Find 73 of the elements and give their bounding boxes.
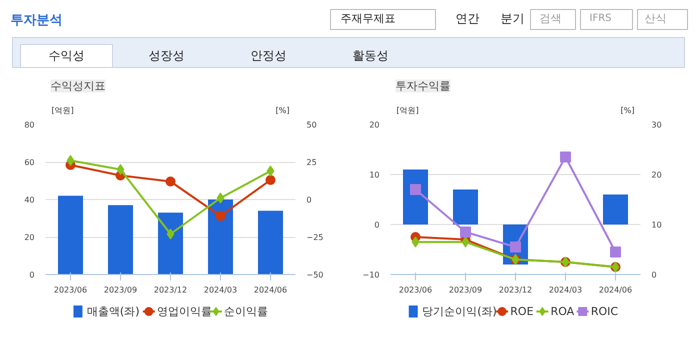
text: 투자분석 <box>10 13 62 28</box>
bar <box>58 196 83 274</box>
point <box>216 192 224 204</box>
legend-label: 매출액(좌) <box>86 305 140 318</box>
bar <box>453 190 478 224</box>
x-tick-label: 2024/06 <box>598 286 632 294</box>
x-tick-label: 2023/06 <box>398 286 432 294</box>
text: 분기 <box>500 12 524 26</box>
y-tick-label: 0 <box>29 270 35 280</box>
point <box>166 176 176 186</box>
y-tick-label: 10 <box>369 170 380 180</box>
text: 산식 <box>644 12 666 25</box>
y2-tick-label: 50 <box>306 120 317 130</box>
x-tick-label: 2024/06 <box>254 286 288 294</box>
y2-tick-label: 0 <box>652 270 657 280</box>
text: 검색 <box>540 12 562 25</box>
bar <box>258 210 283 274</box>
y-tick-label: 60 <box>24 158 35 167</box>
point <box>610 246 621 258</box>
y-tick-label: −10 <box>362 270 380 280</box>
x-tick-label: 2024/03 <box>204 286 238 294</box>
y-tick-label: 20 <box>24 233 35 242</box>
text: IFRS <box>590 13 612 24</box>
legend-label: 당기순이익(좌) <box>422 305 497 318</box>
y2-tick-label: −25 <box>306 233 324 242</box>
point <box>462 236 470 248</box>
y2-tick-label: 20 <box>652 170 662 180</box>
point <box>560 152 571 162</box>
x-tick-label: 2023/12 <box>154 286 188 294</box>
legend-label: ROA <box>550 305 575 318</box>
legend-label: 순이익률 <box>224 305 268 318</box>
y2-tick-label: 30 <box>652 120 662 130</box>
point <box>412 236 420 248</box>
bar <box>603 194 628 224</box>
y-axis-title: [억원] <box>396 106 419 116</box>
y2-tick-label: 25 <box>306 158 317 167</box>
point <box>266 175 276 185</box>
x-tick-label: 2023/09 <box>448 286 482 294</box>
y-tick-label: 80 <box>24 120 35 130</box>
point <box>166 228 174 240</box>
x-tick-label: 2023/12 <box>498 286 532 294</box>
y2-tick-label: 0 <box>306 196 312 204</box>
y-axis-title: [억원] <box>51 106 74 116</box>
y-tick-label: 20 <box>369 120 380 130</box>
text: 주재무제표 <box>340 12 396 25</box>
point <box>460 226 471 238</box>
text: 안정성 <box>250 48 286 62</box>
y2-axis-title: [%] <box>620 106 635 116</box>
point <box>266 166 274 176</box>
legend-label: 영업이익률 <box>157 305 212 318</box>
text: 성장성 <box>148 48 184 62</box>
point <box>216 211 226 221</box>
text: 활동성 <box>352 48 388 62</box>
y2-axis-title: [%] <box>276 106 290 116</box>
y-tick-label: 40 <box>24 196 35 204</box>
point <box>66 155 74 166</box>
chart-title: 투자수익률 <box>396 80 450 92</box>
point <box>410 184 421 195</box>
text: 수익성 <box>48 48 84 62</box>
bar <box>208 200 233 274</box>
bar <box>108 205 133 274</box>
x-tick-label: 2023/06 <box>54 286 88 294</box>
bar <box>158 212 183 274</box>
legend-label: ROIC <box>590 305 618 318</box>
x-tick-label: 2024/03 <box>548 286 582 294</box>
y-tick-label: 0 <box>374 220 380 230</box>
y2-tick-label: 10 <box>652 220 662 230</box>
y2-tick-label: −50 <box>306 270 324 280</box>
legend-label: ROE <box>510 305 534 318</box>
text: 연간 <box>456 12 480 26</box>
chart-title: 수익성지표 <box>50 80 106 92</box>
x-tick-label: 2023/09 <box>104 286 138 294</box>
point <box>116 164 124 175</box>
